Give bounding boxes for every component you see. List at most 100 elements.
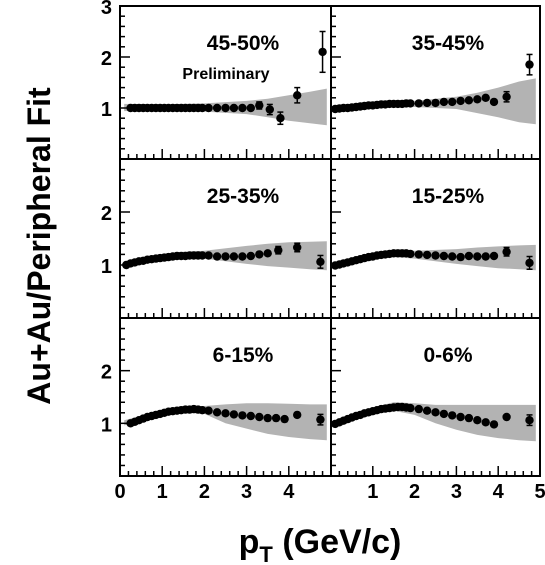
panel-frame bbox=[119, 158, 332, 319]
centrality-label: 25-35% bbox=[207, 185, 280, 208]
data-point bbox=[431, 408, 440, 417]
data-point bbox=[221, 252, 230, 261]
data-point bbox=[316, 257, 325, 266]
data-point bbox=[198, 103, 207, 113]
data-point bbox=[439, 409, 449, 419]
data-point bbox=[448, 97, 457, 107]
x-tick-label: 3 bbox=[241, 481, 252, 503]
systematic-band bbox=[124, 403, 327, 441]
data-point bbox=[276, 114, 285, 123]
y-axis-label: Au+Au/Peripheral Fit bbox=[21, 87, 57, 405]
data-point bbox=[489, 97, 499, 107]
x-axis-label-rest: (GeV/c) bbox=[273, 523, 401, 561]
data-point bbox=[263, 413, 272, 423]
data-point bbox=[274, 246, 283, 255]
data-point bbox=[406, 99, 415, 108]
data-point bbox=[204, 251, 213, 260]
data-point bbox=[414, 250, 423, 259]
data-point bbox=[464, 413, 474, 423]
x-tick-label: 2 bbox=[199, 481, 210, 503]
data-point bbox=[489, 251, 499, 261]
y-tick-label: 1 bbox=[101, 414, 112, 436]
data-point bbox=[414, 404, 423, 414]
y-tick-label: 1 bbox=[101, 99, 112, 121]
data-point bbox=[448, 411, 457, 420]
x-axis-label-main: p bbox=[239, 523, 260, 561]
data-point bbox=[422, 98, 432, 108]
x-axis-label-sub: T bbox=[259, 542, 273, 565]
data-point bbox=[464, 251, 474, 261]
centrality-label: 45-50% bbox=[207, 32, 280, 55]
panels-group: 1 2 3 45-50% 35-45% 1 2 25-35% 15-25% 1 2 0 1 2 3 4 6-15… bbox=[101, 0, 545, 503]
data-point bbox=[198, 406, 207, 415]
data-point bbox=[502, 412, 511, 422]
data-point bbox=[414, 99, 423, 108]
y-tick-label: 3 bbox=[101, 0, 112, 19]
data-point bbox=[525, 416, 534, 425]
data-point bbox=[198, 251, 207, 260]
data-point bbox=[246, 103, 255, 113]
panel-15-25%: 15-25% bbox=[330, 158, 541, 319]
x-axis-label: pT (GeV/c) bbox=[239, 523, 402, 565]
data-point bbox=[473, 252, 482, 261]
x-tick-label: 1 bbox=[157, 481, 168, 503]
data-point bbox=[481, 252, 490, 261]
panel-frame bbox=[330, 317, 541, 477]
data-point bbox=[406, 249, 415, 259]
data-point bbox=[481, 418, 490, 427]
data-point bbox=[473, 95, 482, 104]
data-point bbox=[238, 103, 247, 113]
data-point bbox=[229, 252, 239, 261]
data-point bbox=[255, 101, 264, 110]
data-point bbox=[246, 251, 255, 261]
data-point bbox=[473, 416, 482, 425]
data-point bbox=[293, 243, 302, 252]
panel-0-6%: 1 2 3 4 5 0-6% bbox=[330, 317, 545, 503]
data-point bbox=[212, 408, 222, 417]
y-tick-label: 2 bbox=[101, 203, 112, 225]
data-point bbox=[525, 60, 534, 69]
y-tick-label: 2 bbox=[101, 48, 112, 70]
x-tick-label: 2 bbox=[409, 481, 420, 503]
data-point bbox=[489, 420, 499, 429]
data-point bbox=[481, 93, 490, 103]
data-point bbox=[293, 410, 302, 420]
data-point bbox=[271, 413, 281, 423]
panel-frame bbox=[119, 317, 332, 477]
panel-35-45%: 35-45% bbox=[330, 5, 541, 160]
panel-45-50%: 1 2 3 45-50% bbox=[101, 0, 332, 160]
y-tick-label: 2 bbox=[101, 362, 112, 384]
data-point bbox=[229, 103, 239, 113]
data-point bbox=[456, 412, 465, 422]
x-tick-label: 4 bbox=[283, 481, 295, 503]
data-point bbox=[204, 406, 213, 415]
centrality-label: 0-6% bbox=[423, 344, 472, 367]
data-point bbox=[204, 103, 213, 113]
data-point bbox=[265, 105, 274, 114]
x-tick-label: 5 bbox=[534, 481, 545, 503]
data-point bbox=[439, 251, 449, 261]
data-point bbox=[431, 251, 440, 260]
x-tick-label: 1 bbox=[367, 481, 378, 503]
data-point bbox=[280, 414, 289, 424]
data-point bbox=[525, 258, 534, 268]
data-point bbox=[431, 98, 440, 108]
data-point bbox=[293, 91, 302, 100]
data-point bbox=[221, 409, 230, 418]
data-point bbox=[212, 252, 222, 261]
data-point bbox=[316, 415, 325, 424]
data-point bbox=[318, 47, 327, 57]
data-point bbox=[456, 96, 465, 106]
y-tick-label: 1 bbox=[101, 256, 112, 278]
data-point bbox=[263, 249, 272, 258]
panel-frame bbox=[330, 5, 541, 160]
data-point bbox=[456, 252, 465, 262]
x-tick-label: 4 bbox=[493, 481, 505, 503]
x-tick-label: 3 bbox=[451, 481, 462, 503]
data-point bbox=[448, 252, 457, 261]
data-point bbox=[255, 250, 264, 259]
centrality-label: 35-45% bbox=[412, 32, 485, 55]
centrality-label: 6-15% bbox=[213, 344, 274, 367]
centrality-label: 15-25% bbox=[412, 185, 485, 208]
